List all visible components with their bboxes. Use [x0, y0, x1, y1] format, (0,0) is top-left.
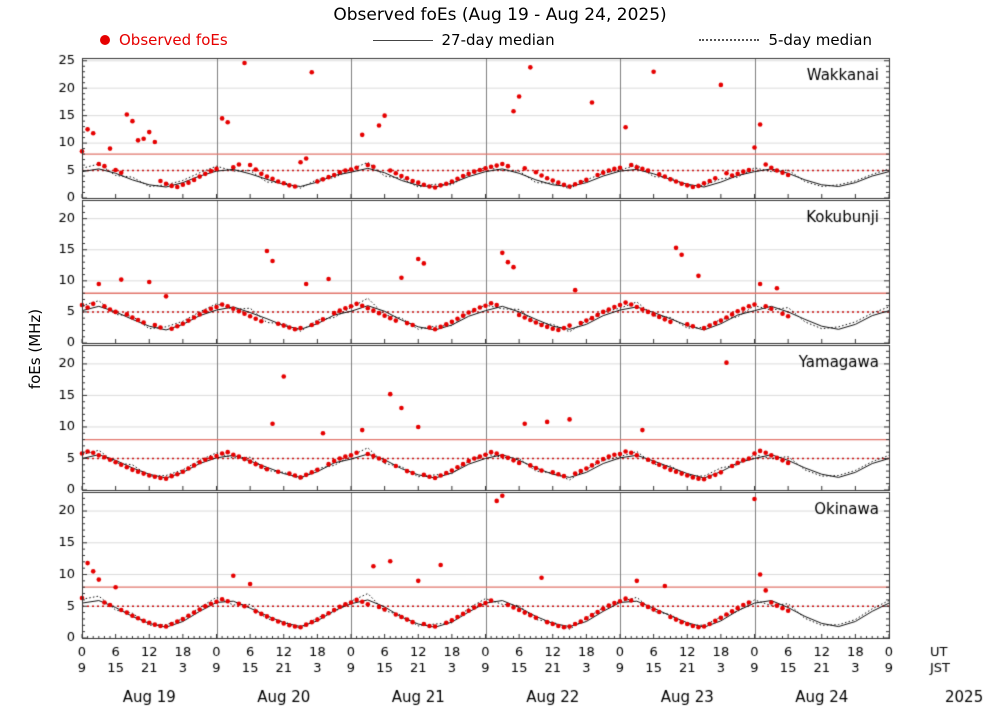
y-axis-label: foEs (MHz)	[26, 308, 44, 390]
chart-legend: Observed foEs 27-day median 5-day median	[100, 31, 872, 49]
legend-median27: 27-day median	[372, 31, 555, 49]
legend-median27-label: 27-day median	[441, 31, 555, 49]
legend-median5-label: 5-day median	[768, 31, 872, 49]
observed-dot-icon	[100, 35, 110, 45]
legend-observed: Observed foEs	[100, 31, 228, 49]
solid-line-icon	[372, 39, 433, 41]
dotted-line-icon	[699, 39, 760, 41]
legend-median5: 5-day median	[699, 31, 872, 49]
legend-observed-label: Observed foEs	[119, 31, 228, 49]
chart-title: Observed foEs (Aug 19 - Aug 24, 2025)	[333, 5, 667, 25]
